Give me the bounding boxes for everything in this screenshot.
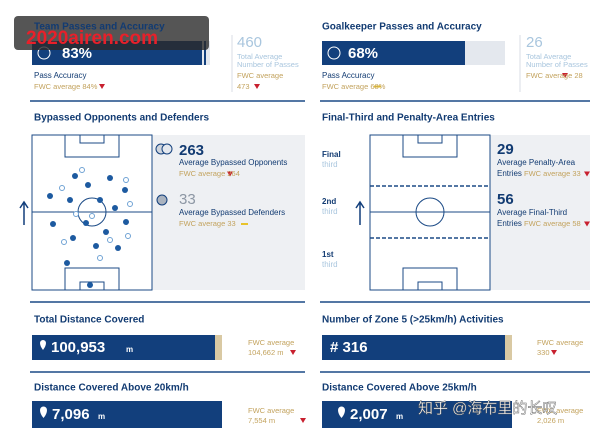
- zone-label: third: [322, 160, 338, 169]
- value: 263: [179, 142, 204, 159]
- average: FWC average: [537, 338, 583, 347]
- average: FWC average 33: [179, 219, 236, 228]
- average: FWC average 58: [524, 219, 581, 228]
- label: Entries: [497, 169, 522, 178]
- average: FWC average: [248, 338, 294, 347]
- average: FWC average 28: [526, 71, 583, 80]
- value: 2,007: [350, 406, 388, 423]
- average: 7,554 m: [248, 416, 275, 425]
- label: Average Bypassed Defenders: [179, 208, 285, 217]
- title: Bypassed Opponents and Defenders: [34, 113, 209, 124]
- value: 100,953: [51, 339, 105, 356]
- label: Average Final-Third: [497, 208, 567, 217]
- value: 33: [179, 191, 196, 208]
- watermark: 2020airen.com: [26, 28, 158, 49]
- title: Final-Third and Penalty-Area Entries: [322, 113, 495, 124]
- average: 330: [537, 348, 550, 357]
- label: Number of Passes: [526, 60, 588, 69]
- zone-label: 2nd: [322, 197, 336, 206]
- average: FWC average 84%: [34, 82, 98, 91]
- average: FWC average: [537, 406, 583, 415]
- value: 7,096: [52, 406, 90, 423]
- unit: m: [98, 412, 105, 421]
- title: Distance Covered Above 20km/h: [34, 383, 189, 394]
- value: 29: [497, 141, 514, 158]
- label: Total Average: [526, 52, 571, 61]
- label: Pass Accuracy: [322, 71, 374, 80]
- label: Average Penalty-Area: [497, 158, 576, 167]
- label: Average Bypassed Opponents: [179, 158, 287, 167]
- unit: m: [126, 345, 133, 354]
- average: FWC average 264: [179, 169, 240, 178]
- value: # 316: [330, 339, 368, 356]
- title: Goalkeeper Passes and Accuracy: [322, 22, 482, 33]
- average: 473: [237, 82, 250, 91]
- average: 104,662 m: [248, 348, 283, 357]
- label: Total Average: [237, 52, 282, 61]
- value: 56: [497, 191, 514, 208]
- watermark: 知乎 @海布里的长叹: [418, 400, 557, 417]
- average: FWC average 33: [524, 169, 581, 178]
- title: Team Passes and Accuracy: [34, 22, 165, 33]
- zone-label: 1st: [322, 250, 334, 259]
- label: Entries: [497, 219, 522, 228]
- zone-label: third: [322, 260, 338, 269]
- unit: m: [396, 412, 403, 421]
- zone-label: third: [322, 207, 338, 216]
- title: Distance Covered Above 25km/h: [322, 383, 477, 394]
- average: 2,026 m: [537, 416, 564, 425]
- title: Number of Zone 5 (>25km/h) Activities: [322, 315, 504, 326]
- average: FWC average: [248, 406, 294, 415]
- label: Pass Accuracy: [34, 71, 86, 80]
- average: FWC average 68%: [322, 82, 386, 91]
- value: 68%: [348, 45, 378, 62]
- value: 460: [237, 34, 262, 51]
- label: Number of Passes: [237, 60, 299, 69]
- average: FWC average: [237, 71, 283, 80]
- layout: [14, 16, 590, 428]
- title: Total Distance Covered: [34, 315, 144, 326]
- value: 83%: [62, 45, 92, 62]
- value: 26: [526, 34, 543, 51]
- zone-label: Final: [322, 150, 341, 159]
